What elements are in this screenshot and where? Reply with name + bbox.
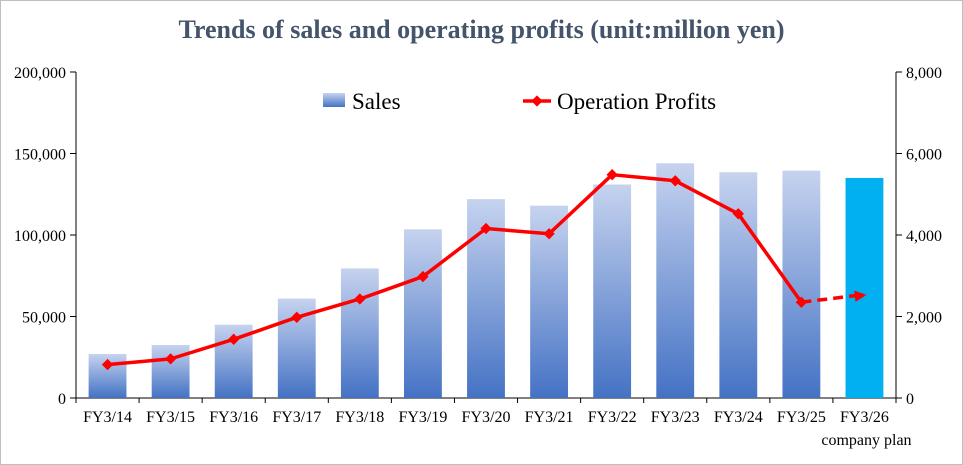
x-tick-label: FY3/23 xyxy=(651,409,700,426)
y-left-tick-label: 50,000 xyxy=(22,310,66,327)
profit-point xyxy=(480,222,492,235)
x-tick-label: FY3/25 xyxy=(777,409,826,426)
x-tick-label: FY3/24 xyxy=(714,409,763,426)
x-tick-label: FY3/18 xyxy=(335,409,384,426)
profit-point xyxy=(732,208,744,220)
profit-forecast-line xyxy=(801,293,857,304)
category-note: company plan xyxy=(821,432,911,449)
x-tick-label: FY3/22 xyxy=(588,409,637,426)
y-right-tick-label: 8,000 xyxy=(906,65,942,82)
y-left-tick-label: 100,000 xyxy=(14,228,66,245)
profit-point xyxy=(669,175,681,187)
x-tick-label: FY3/15 xyxy=(146,409,195,426)
chart-title: Trends of sales and operating profits (u… xyxy=(178,15,785,44)
y-right-tick-label: 4,000 xyxy=(906,228,942,245)
profit-point xyxy=(291,311,303,323)
x-tick-label: FY3/20 xyxy=(462,409,511,426)
x-tick-label: FY3/16 xyxy=(209,409,258,426)
profit-line xyxy=(107,172,803,367)
x-tick-label: FY3/14 xyxy=(83,409,132,426)
legend-profit-label: Operation Profits xyxy=(557,89,716,114)
profit-forecast-arrowhead xyxy=(854,290,867,302)
y-left-tick-label: 150,000 xyxy=(14,147,66,164)
sales-bar xyxy=(404,229,442,398)
x-tick-label: FY3/19 xyxy=(398,409,447,426)
profit-point xyxy=(417,270,429,283)
legend-sales-swatch xyxy=(323,93,345,107)
y-right-tick-label: 2,000 xyxy=(906,310,942,327)
x-tick-label: FY3/26 xyxy=(840,409,889,426)
y-left-tick-label: 200,000 xyxy=(14,65,66,82)
profit-point xyxy=(164,353,177,365)
y-left-tick-label: 0 xyxy=(58,391,66,408)
legend-sales-label: Sales xyxy=(352,89,401,114)
profit-point xyxy=(354,293,366,305)
profit-point xyxy=(543,228,555,240)
sales-bar xyxy=(340,268,379,398)
sales-bar xyxy=(656,163,695,398)
y-right-tick-label: 0 xyxy=(906,391,914,408)
x-tick-label: FY3/17 xyxy=(272,409,321,426)
profit-point xyxy=(606,169,618,181)
y-right-tick-label: 6,000 xyxy=(906,147,942,164)
profit-point xyxy=(228,333,240,345)
legend-profit-marker xyxy=(531,95,543,107)
profit-point xyxy=(795,296,808,308)
x-tick-label: FY3/21 xyxy=(525,409,574,426)
sales-bar xyxy=(593,184,632,398)
sales-bar-forecast xyxy=(845,177,884,398)
